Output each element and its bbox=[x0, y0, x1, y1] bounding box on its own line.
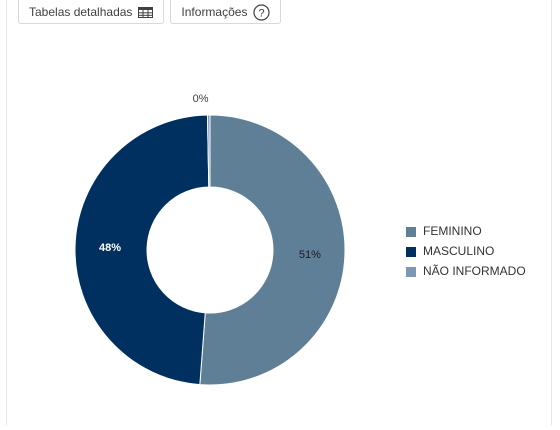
legend-label-masculino: MASCULINO bbox=[423, 244, 495, 258]
legend-label-feminino: FEMININO bbox=[423, 224, 482, 238]
chart-legend: FEMININO MASCULINO NÃO INFORMADO bbox=[406, 223, 526, 280]
legend-swatch-nao-informado bbox=[406, 266, 416, 277]
detailed-tables-button[interactable]: Tabelas detalhadas bbox=[18, 0, 165, 24]
help-circle-icon: ? bbox=[253, 3, 271, 21]
donut-slices bbox=[74, 114, 346, 386]
legend-item-nao-informado[interactable]: NÃO INFORMADO bbox=[406, 263, 526, 280]
information-label: Informações bbox=[181, 5, 248, 19]
legend-item-feminino[interactable]: FEMININO bbox=[406, 223, 526, 240]
data-label-nao-informado: 0% bbox=[193, 93, 209, 105]
table-icon bbox=[138, 6, 154, 18]
detailed-tables-label: Tabelas detalhadas bbox=[29, 5, 133, 19]
data-label-feminino: 51% bbox=[299, 249, 321, 261]
donut-slice-masculino[interactable] bbox=[74, 114, 210, 386]
svg-text:?: ? bbox=[259, 7, 265, 19]
donut-data-labels: 51% 48% 0% bbox=[99, 93, 321, 261]
legend-swatch-feminino bbox=[406, 226, 416, 237]
legend-label-nao-informado: NÃO INFORMADO bbox=[423, 264, 526, 278]
legend-item-masculino[interactable]: MASCULINO bbox=[406, 243, 526, 260]
information-button[interactable]: Informações ? bbox=[170, 0, 282, 24]
chart-toolbar: Tabelas detalhadas Informações ? bbox=[18, 0, 282, 24]
legend-swatch-masculino bbox=[406, 246, 416, 257]
donut-slice-feminino[interactable] bbox=[199, 114, 346, 386]
data-label-masculino: 48% bbox=[99, 242, 121, 254]
donut-slice-nao-informado[interactable] bbox=[206, 114, 211, 188]
